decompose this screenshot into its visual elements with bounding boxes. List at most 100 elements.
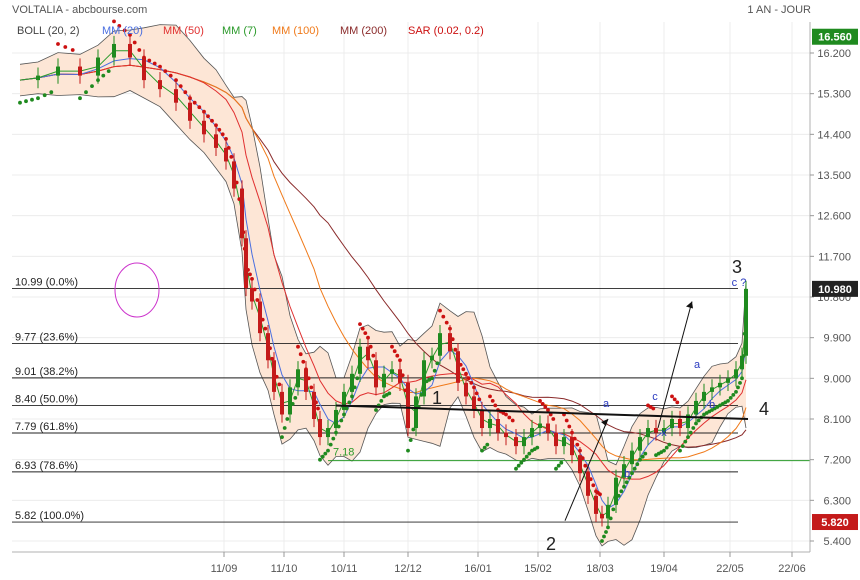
candle-body — [546, 423, 550, 433]
sar-dot — [24, 99, 28, 104]
sar-dot — [323, 451, 328, 456]
legend-entry: MM (20) — [102, 25, 143, 37]
x-tick-label: 22/05 — [716, 563, 744, 575]
sar-dot — [406, 448, 410, 453]
sar-dot — [293, 396, 298, 400]
price-candles — [36, 35, 748, 527]
candle-body — [358, 346, 362, 374]
sar-dot — [554, 466, 558, 471]
candle-body — [142, 57, 146, 81]
candle-body — [538, 423, 542, 429]
wave-annotation: x — [661, 427, 667, 439]
x-tick-label: 10/11 — [331, 563, 358, 575]
x-tick-label: 22/06 — [778, 563, 806, 575]
sar-dot — [339, 418, 344, 423]
candle-body — [522, 437, 526, 447]
y-tick-label: 5.400 — [823, 536, 851, 548]
sar-dot — [469, 381, 474, 385]
sar-dot — [192, 100, 197, 105]
wave-annotation: b — [709, 399, 715, 411]
sar-dot — [301, 359, 306, 364]
sar-dot — [510, 418, 515, 423]
sar-dot — [606, 525, 610, 530]
sar-dot — [408, 438, 413, 442]
sar-dot — [49, 90, 54, 95]
candle-body — [464, 382, 468, 397]
sar-dot — [84, 90, 88, 95]
sar-dot — [567, 424, 572, 429]
sar-dot — [197, 105, 202, 110]
sar-dot — [738, 381, 742, 385]
price-labels: 16.560 10.980 5.820 — [812, 28, 858, 531]
sar-dot — [438, 308, 442, 313]
support-line-label: 7.18 — [333, 447, 354, 459]
sar-dot — [360, 326, 365, 331]
wave-annotation: a — [694, 359, 701, 371]
candle-body — [472, 396, 476, 410]
sar-dot — [559, 460, 564, 465]
sar-dot — [358, 322, 362, 326]
sar-dot — [482, 445, 487, 450]
sar-dot — [326, 448, 330, 453]
sar-dot — [214, 123, 218, 128]
candle-body — [734, 369, 738, 379]
sar-dot — [320, 454, 325, 459]
candle-body — [202, 120, 206, 135]
candle-body — [272, 360, 276, 392]
sar-dot — [411, 427, 416, 432]
candle-body — [334, 409, 338, 429]
legend-entry: SAR (0.02, 0.2) — [408, 25, 484, 37]
legend-entry: BOLL (20, 2) — [17, 25, 80, 37]
legend-entry: MM (100) — [272, 25, 319, 37]
candle-body — [214, 134, 218, 148]
y-tick-label: 16.200 — [817, 48, 851, 60]
wave-annotation: c — [652, 391, 658, 403]
candle-body — [304, 369, 308, 392]
sar-dot — [598, 492, 602, 497]
candle-body — [366, 346, 370, 361]
sar-dot — [731, 393, 736, 397]
period-label: 1 AN - JOUR — [747, 4, 811, 16]
sar-dot — [522, 457, 526, 462]
sar-dot — [602, 534, 606, 539]
sar-dot — [464, 371, 468, 376]
candle-body — [438, 333, 442, 356]
sar-dot — [18, 100, 22, 105]
candle-body — [232, 161, 236, 189]
impulse-arrow-1 — [564, 418, 609, 521]
candle-body — [456, 351, 460, 383]
sar-dot — [490, 399, 495, 403]
candle-body — [614, 477, 618, 505]
candle-body — [158, 80, 162, 90]
sar-dot — [611, 507, 616, 512]
candle-body — [312, 391, 316, 419]
candle-body — [488, 419, 492, 429]
candle-body — [258, 301, 262, 334]
candle-body — [480, 409, 484, 429]
wave-annotation: c ? — [732, 277, 747, 289]
candle-body — [654, 428, 658, 433]
candle-body — [694, 400, 698, 415]
wave-annotation: a — [603, 398, 610, 410]
sar-dot — [493, 403, 498, 408]
candle-body — [266, 333, 270, 361]
candle-body — [342, 391, 346, 410]
sar-dot — [296, 344, 300, 349]
x-tick-label: 12/12 — [394, 563, 422, 575]
sar-dot — [217, 127, 222, 132]
candle-body — [678, 419, 682, 429]
sar-dot — [672, 397, 677, 402]
sar-dot — [527, 451, 532, 456]
sar-dot — [488, 394, 492, 399]
sar-dot — [477, 397, 482, 402]
candle-body — [382, 373, 386, 388]
gap-highlight-circle — [114, 262, 160, 318]
sar-dot — [366, 335, 370, 340]
sar-dot — [670, 394, 674, 399]
analysis-drawings: 1 2 3 4 a b c a b c ? x — [114, 257, 769, 554]
sar-dot — [564, 418, 569, 423]
candle-body — [686, 414, 690, 429]
sar-dot — [280, 435, 284, 439]
sar-dot — [78, 96, 82, 101]
sar-dot — [696, 418, 701, 423]
